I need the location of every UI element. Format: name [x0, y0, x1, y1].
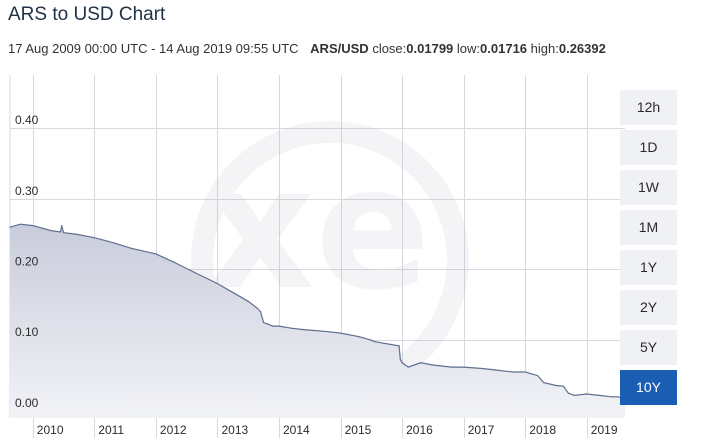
series-layer [9, 223, 625, 418]
data-point [493, 369, 496, 371]
data-point [481, 367, 483, 370]
data-point [130, 247, 132, 249]
data-point [63, 232, 65, 234]
data-point [573, 394, 576, 396]
x-tick-label: 2011 [98, 423, 124, 437]
y-tick-label: 0.10 [15, 325, 39, 339]
date-range: 17 Aug 2009 00:00 UTC - 14 Aug 2019 09:5… [8, 41, 299, 56]
data-point [247, 300, 249, 302]
data-point [93, 237, 95, 239]
y-axis-ticks: 0.00 0.10 0.20 0.30 0.40 [15, 113, 39, 410]
range-button-5y[interactable]: 5Y [620, 330, 677, 365]
y-tick-label: 0.40 [15, 113, 39, 127]
data-point [537, 375, 539, 377]
range-button-1m[interactable]: 1M [620, 210, 677, 245]
range-button-2y[interactable]: 2Y [620, 290, 677, 325]
high-label: high: [530, 41, 559, 56]
x-tick-label: 2010 [37, 423, 64, 437]
data-point [555, 384, 557, 387]
x-tick-label: 2018 [529, 423, 556, 437]
range-button-1w[interactable]: 1W [620, 170, 677, 205]
data-point [173, 261, 175, 263]
data-point [567, 392, 570, 394]
data-point [512, 371, 514, 373]
data-point [112, 242, 114, 244]
data-point [19, 223, 22, 225]
data-point [420, 362, 422, 364]
data-point [303, 329, 305, 331]
x-tick-label: 2015 [345, 423, 372, 437]
data-point [59, 231, 62, 233]
data-point [617, 396, 619, 398]
x-tick-label: 2019 [591, 423, 618, 437]
data-point [192, 271, 194, 273]
data-point [263, 321, 265, 324]
data-point [586, 393, 588, 395]
low-value: 0.01716 [480, 41, 528, 56]
y-tick-label: 0.30 [15, 184, 39, 198]
data-point [340, 332, 342, 334]
data-point [155, 253, 157, 255]
range-button-12h[interactable]: 12h [620, 90, 677, 125]
data-point [256, 307, 259, 309]
series-line [9, 223, 625, 399]
x-tick-label: 2012 [160, 423, 187, 437]
data-point [610, 396, 613, 398]
chart-subtitle: 17 Aug 2009 00:00 UTC - 14 Aug 2019 09:5… [8, 41, 606, 56]
close-label: close: [372, 41, 407, 56]
xe-watermark: xe [191, 121, 469, 399]
data-point [327, 331, 329, 333]
x-tick-label: 2016 [406, 423, 433, 437]
data-point [260, 311, 262, 313]
data-point [216, 283, 219, 285]
close-value: 0.01799 [406, 41, 454, 56]
high-value: 0.26392 [558, 41, 606, 56]
page-title: ARS to USD Chart [8, 4, 166, 25]
data-point [562, 385, 565, 387]
data-point [543, 382, 545, 384]
data-point [398, 345, 400, 347]
pair-label: ARS/USD [310, 41, 369, 56]
data-point [272, 325, 274, 327]
y-tick-label: 0.00 [15, 396, 39, 410]
watermark-text: xe [206, 130, 431, 328]
data-point [50, 230, 52, 232]
data-point [32, 225, 34, 227]
data-point [432, 364, 434, 366]
data-point [75, 233, 77, 235]
x-tick-label: 2017 [468, 423, 495, 437]
data-point [524, 371, 526, 373]
series-area [10, 224, 625, 418]
data-point [278, 325, 280, 327]
rate-chart: xe 0.00 0.10 0.20 0.30 0.40 2010 2011 2012 2013… [9, 75, 625, 438]
range-button-1y[interactable]: 1Y [620, 250, 677, 285]
data-point [450, 366, 452, 368]
range-button-1d[interactable]: 1D [620, 130, 677, 165]
low-label: low: [456, 41, 481, 56]
data-point [598, 394, 600, 396]
x-tick-label: 2013 [222, 423, 249, 437]
data-point [463, 366, 465, 368]
data-point [290, 327, 292, 329]
data-point [401, 362, 403, 364]
data-point [370, 339, 372, 341]
data-point [61, 225, 63, 227]
x-axis-ticks: 2010 2011 2012 2013 2014 2015 2016 2017 2018 2019 [37, 423, 618, 437]
x-tick-label: 2014 [283, 423, 310, 437]
y-tick-label: 0.20 [15, 255, 39, 269]
data-point [373, 341, 375, 343]
range-button-10y[interactable]: 10Y [620, 370, 677, 405]
data-point [9, 226, 11, 228]
data-point [235, 293, 237, 295]
data-point [399, 358, 401, 360]
data-point [358, 336, 360, 338]
data-point [407, 366, 409, 368]
